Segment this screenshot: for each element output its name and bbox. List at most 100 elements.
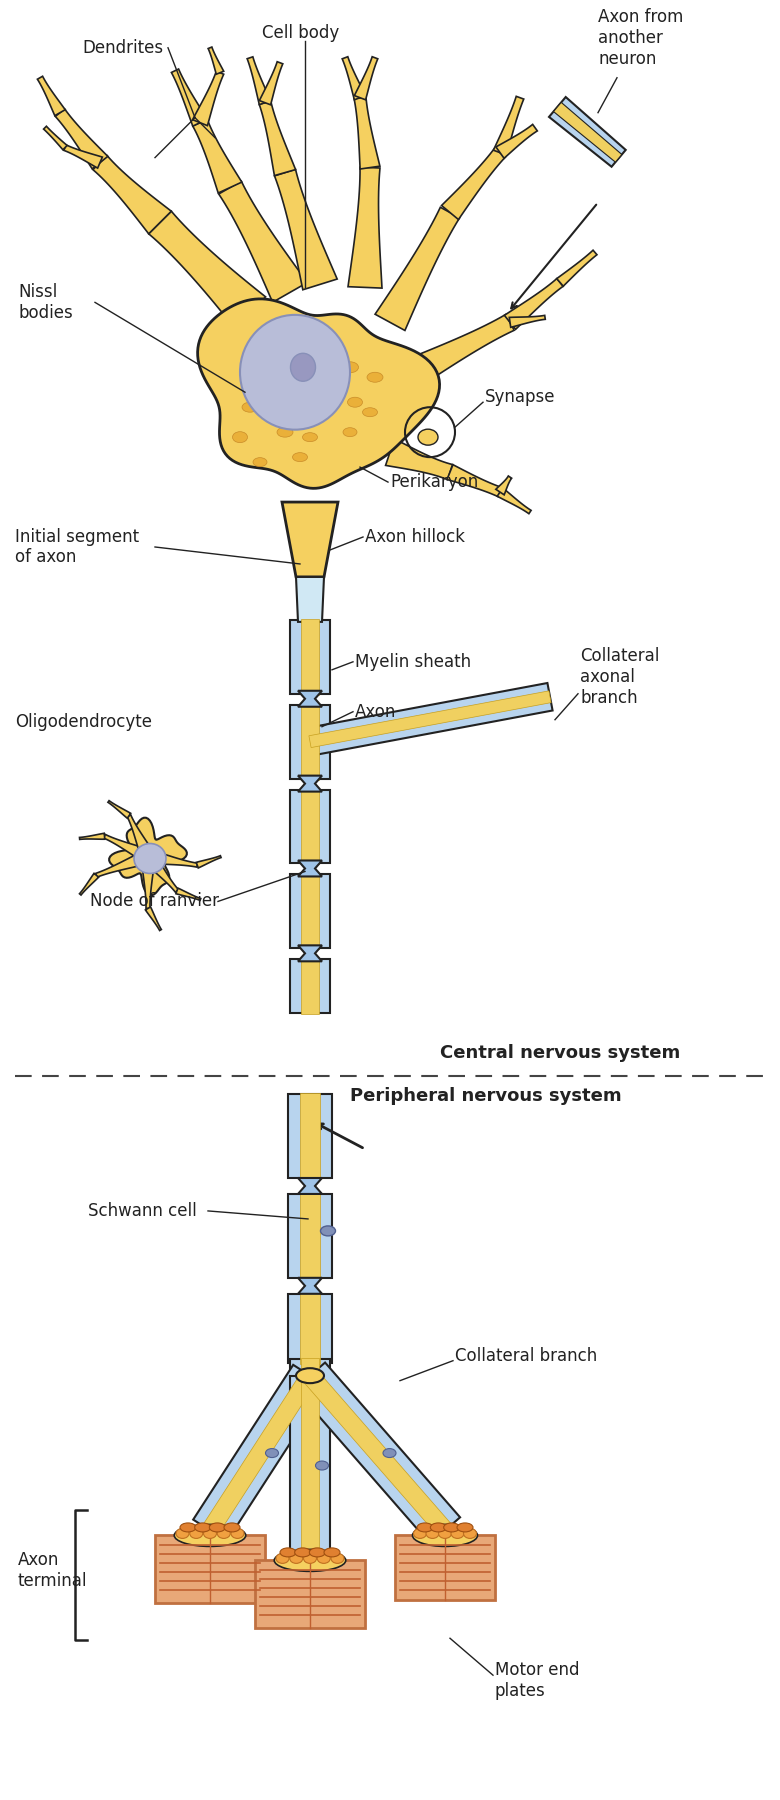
Text: Peripheral nervous system: Peripheral nervous system: [350, 1087, 622, 1105]
Text: Myelin sheath: Myelin sheath: [355, 653, 471, 671]
Ellipse shape: [342, 362, 359, 373]
Ellipse shape: [413, 1525, 477, 1546]
Text: Nissl
bodies: Nissl bodies: [18, 283, 73, 322]
Polygon shape: [55, 110, 108, 169]
Polygon shape: [288, 1193, 332, 1278]
Ellipse shape: [289, 1553, 303, 1564]
Polygon shape: [93, 155, 172, 234]
Ellipse shape: [296, 1368, 324, 1382]
Polygon shape: [300, 1193, 320, 1278]
Ellipse shape: [438, 1528, 452, 1539]
Polygon shape: [282, 502, 338, 578]
Ellipse shape: [348, 398, 363, 407]
Ellipse shape: [315, 1462, 328, 1471]
Polygon shape: [259, 101, 296, 176]
Polygon shape: [496, 475, 512, 495]
Polygon shape: [203, 1372, 317, 1535]
Ellipse shape: [218, 1528, 230, 1539]
Ellipse shape: [431, 1523, 446, 1532]
Ellipse shape: [176, 1528, 189, 1539]
Polygon shape: [298, 691, 322, 707]
Polygon shape: [301, 1357, 319, 1379]
Ellipse shape: [292, 452, 307, 461]
Polygon shape: [298, 776, 322, 792]
Polygon shape: [104, 835, 151, 862]
Polygon shape: [354, 58, 378, 99]
Ellipse shape: [180, 1523, 196, 1532]
Ellipse shape: [463, 1528, 477, 1539]
Ellipse shape: [277, 427, 293, 437]
Polygon shape: [395, 1535, 495, 1600]
Ellipse shape: [451, 1528, 464, 1539]
Ellipse shape: [343, 428, 357, 437]
Polygon shape: [496, 124, 537, 158]
Polygon shape: [348, 167, 382, 288]
Ellipse shape: [310, 1548, 325, 1557]
Ellipse shape: [265, 1449, 278, 1458]
Polygon shape: [494, 97, 523, 155]
Polygon shape: [176, 887, 200, 900]
Polygon shape: [298, 945, 322, 961]
Text: Node of ranvier: Node of ranvier: [90, 893, 219, 911]
Ellipse shape: [251, 365, 269, 378]
Text: Axon
terminal: Axon terminal: [18, 1552, 87, 1589]
Polygon shape: [288, 1294, 332, 1363]
Polygon shape: [290, 1375, 330, 1555]
Ellipse shape: [307, 398, 323, 407]
Ellipse shape: [195, 1523, 211, 1532]
Polygon shape: [197, 299, 440, 488]
Polygon shape: [298, 1177, 322, 1193]
Ellipse shape: [383, 1449, 396, 1458]
Ellipse shape: [303, 432, 317, 441]
Ellipse shape: [275, 351, 295, 364]
Polygon shape: [398, 315, 514, 391]
Ellipse shape: [363, 409, 378, 416]
Polygon shape: [37, 76, 66, 115]
Polygon shape: [342, 58, 366, 99]
Polygon shape: [298, 860, 322, 877]
Polygon shape: [300, 1093, 320, 1179]
Ellipse shape: [174, 1525, 246, 1546]
Polygon shape: [193, 1364, 327, 1541]
Polygon shape: [290, 875, 330, 949]
Ellipse shape: [321, 1226, 335, 1237]
Polygon shape: [298, 1278, 322, 1294]
Text: Collateral branch: Collateral branch: [455, 1346, 597, 1364]
Polygon shape: [497, 488, 531, 513]
Polygon shape: [141, 857, 155, 909]
Polygon shape: [354, 97, 380, 169]
Ellipse shape: [280, 1548, 296, 1557]
Polygon shape: [290, 619, 330, 693]
Polygon shape: [290, 1359, 330, 1377]
Text: Axon hillock: Axon hillock: [365, 527, 465, 545]
Ellipse shape: [303, 1553, 317, 1564]
Text: Axon from
another
neuron: Axon from another neuron: [598, 7, 683, 68]
Polygon shape: [260, 61, 283, 104]
Text: Synapse: Synapse: [485, 389, 555, 407]
Polygon shape: [149, 211, 265, 328]
Ellipse shape: [426, 1528, 439, 1539]
Polygon shape: [300, 1292, 320, 1364]
Ellipse shape: [231, 1528, 244, 1539]
Polygon shape: [109, 817, 187, 895]
Ellipse shape: [232, 432, 247, 443]
Ellipse shape: [253, 457, 267, 466]
Ellipse shape: [275, 1550, 346, 1571]
Polygon shape: [509, 315, 545, 328]
Polygon shape: [80, 873, 98, 895]
Polygon shape: [549, 97, 626, 167]
Ellipse shape: [417, 1523, 433, 1532]
Polygon shape: [64, 144, 102, 167]
Polygon shape: [301, 619, 319, 695]
Ellipse shape: [324, 1548, 340, 1557]
Text: Initial segment
of axon: Initial segment of axon: [15, 527, 139, 567]
Polygon shape: [385, 439, 452, 479]
Text: Motor end
plates: Motor end plates: [495, 1661, 580, 1699]
Text: Dendrites: Dendrites: [82, 40, 163, 58]
Polygon shape: [295, 1363, 460, 1544]
Polygon shape: [127, 815, 154, 859]
Polygon shape: [447, 464, 502, 497]
Polygon shape: [301, 873, 319, 949]
Polygon shape: [218, 182, 307, 302]
Text: Schwann cell: Schwann cell: [88, 1202, 197, 1220]
